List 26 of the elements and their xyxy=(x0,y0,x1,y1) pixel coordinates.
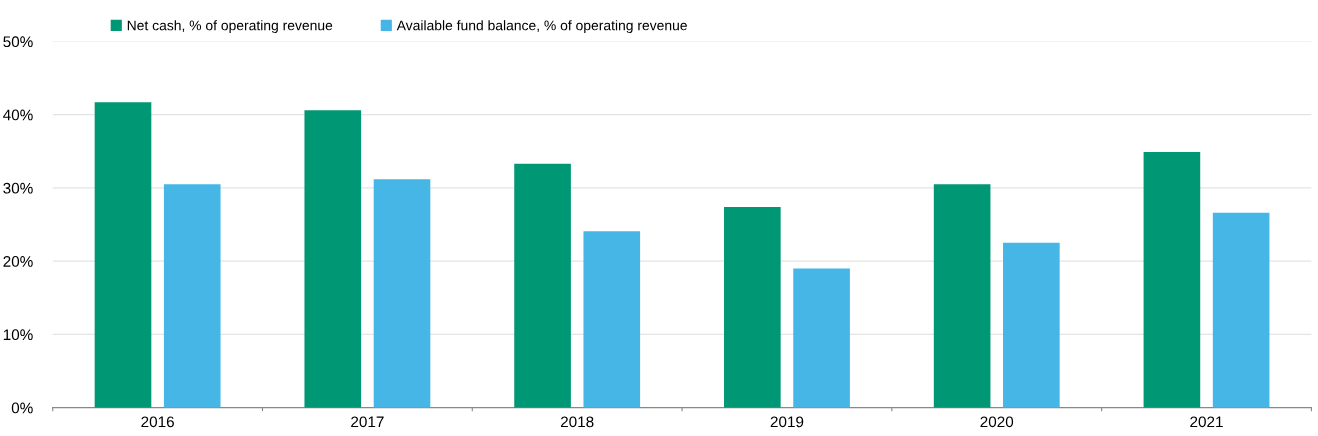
bar xyxy=(724,206,781,408)
bar xyxy=(1212,212,1270,408)
bar xyxy=(933,184,991,408)
y-tick-label: 30% xyxy=(3,182,33,194)
bar xyxy=(1003,242,1060,408)
legend-label: Net cash, % of operating revenue xyxy=(127,20,333,34)
bar xyxy=(793,268,850,408)
x-tick-label: 2020 xyxy=(980,416,1014,428)
bar xyxy=(94,102,152,408)
x-tick-label: 2017 xyxy=(351,416,384,428)
y-tick-label: 0% xyxy=(11,402,33,414)
y-tick-label: 20% xyxy=(3,256,33,267)
x-tick-label: 2016 xyxy=(141,416,174,428)
x-tick-label: 2021 xyxy=(1190,416,1223,428)
bar xyxy=(583,231,641,408)
bar xyxy=(373,179,431,408)
bar xyxy=(514,163,571,408)
bar xyxy=(304,110,362,408)
x-tick-label: 2018 xyxy=(560,416,594,428)
x-tick-label: 2019 xyxy=(770,416,804,428)
y-tick-label: 10% xyxy=(3,329,33,341)
y-tick-label: 50% xyxy=(3,36,33,48)
legend-label: Available fund balance, % of operating revenue xyxy=(396,20,687,34)
y-tick-label: 40% xyxy=(3,109,33,121)
bar xyxy=(163,184,221,408)
bar xyxy=(1143,152,1201,408)
